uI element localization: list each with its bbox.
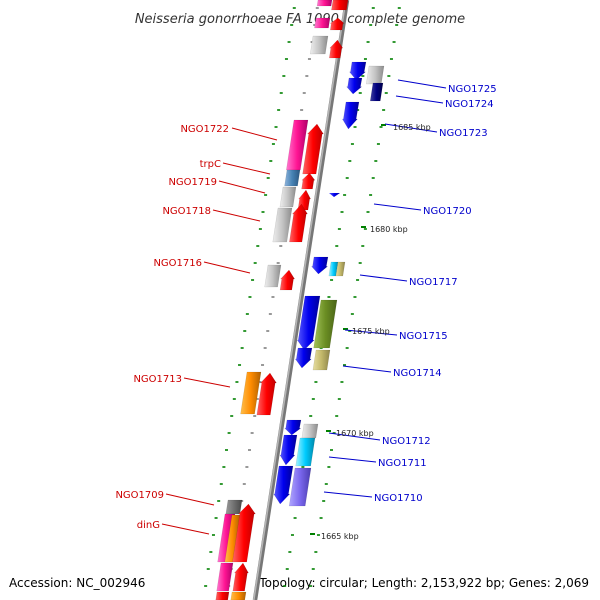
gene-box <box>272 207 293 243</box>
leader-line <box>231 127 278 141</box>
gene-arrow-forward <box>284 419 302 436</box>
gene-label-ngo1712[interactable]: NGO1712 <box>382 436 431 447</box>
gene-box <box>284 169 301 187</box>
gene-box <box>230 591 247 600</box>
gene-arrow-reverse <box>279 269 296 291</box>
tick-marks <box>204 7 401 587</box>
leader-line <box>222 162 271 175</box>
gene-arrow-reverse <box>232 503 256 563</box>
gene-box <box>309 35 329 55</box>
gene-label-trpc[interactable]: trpC <box>200 159 221 170</box>
gene-arrow-reverse <box>301 172 316 190</box>
leader-line <box>328 432 381 441</box>
gene-label-ngo1720[interactable]: NGO1720 <box>423 206 472 217</box>
gene-label-ding[interactable]: dinG <box>137 520 160 531</box>
gene-arrow-forward <box>273 465 294 505</box>
label-leader-lines <box>161 79 447 535</box>
gene-box <box>316 0 333 7</box>
kbp-label: 1685 kbp <box>393 123 431 132</box>
gene-arrow-forward <box>311 256 329 275</box>
gene-arrow-reverse <box>289 203 308 243</box>
gene-arrow-forward <box>279 434 298 466</box>
leader-line <box>183 377 231 388</box>
gene-arrow-forward <box>346 77 363 95</box>
gene-label-ngo1716[interactable]: NGO1716 <box>153 258 202 269</box>
leader-line <box>161 523 210 535</box>
gene-box <box>216 562 234 592</box>
gene-arrow-reverse <box>256 372 277 416</box>
leader-line <box>384 123 438 133</box>
gene-box <box>286 119 309 171</box>
gene-label-ngo1718[interactable]: NGO1718 <box>162 206 211 217</box>
gene-box <box>264 264 282 288</box>
gene-box <box>331 0 349 11</box>
gene-box <box>225 499 243 515</box>
gene-box <box>240 371 262 415</box>
gene-label-ngo1715[interactable]: NGO1715 <box>399 331 448 342</box>
gene-label-ngo1722[interactable]: NGO1722 <box>180 124 229 135</box>
gene-arrow-reverse <box>329 17 345 31</box>
kbp-label: 1670 kbp <box>336 429 374 438</box>
gene-box <box>314 17 331 29</box>
gene-label-ngo1713[interactable]: NGO1713 <box>133 374 182 385</box>
gene-arrow-forward <box>294 347 313 369</box>
leader-line <box>203 261 251 274</box>
gene-label-ngo1709[interactable]: NGO1709 <box>115 490 164 501</box>
kbp-label: 1675 kbp <box>352 327 390 336</box>
gene-features <box>215 0 385 600</box>
gene-label-ngo1724[interactable]: NGO1724 <box>445 99 494 110</box>
gene-arrow-forward <box>348 61 367 81</box>
gene-box <box>301 423 319 439</box>
gene-arrow-reverse <box>232 562 249 592</box>
gene-label-ngo1719[interactable]: NGO1719 <box>168 177 217 188</box>
gene-arrow-forward <box>296 295 321 351</box>
leader-line <box>328 456 377 463</box>
kbp-label: 1680 kbp <box>370 225 408 234</box>
leader-line <box>323 491 373 498</box>
gene-label-ngo1725[interactable]: NGO1725 <box>448 84 497 95</box>
leader-line <box>397 79 447 89</box>
gene-label-ngo1717[interactable]: NGO1717 <box>409 277 458 288</box>
gene-box <box>279 186 297 208</box>
leader-line <box>218 180 266 194</box>
kbp-label: 1665 kbp <box>321 532 359 541</box>
gene-box <box>313 299 338 349</box>
gene-box <box>288 467 312 507</box>
gene-box <box>365 65 385 85</box>
gene-box <box>295 437 316 467</box>
leader-line <box>373 203 422 211</box>
gene-box <box>312 349 331 371</box>
leader-line <box>359 274 408 282</box>
leader-line <box>342 365 392 373</box>
gene-box <box>335 261 346 277</box>
leader-line <box>344 329 398 336</box>
gene-box <box>369 82 384 102</box>
gene-label-ngo1711[interactable]: NGO1711 <box>378 458 427 469</box>
leader-line <box>165 493 215 506</box>
accession-label: Accession: NC_002946 <box>9 576 145 590</box>
backbone-track <box>252 0 350 600</box>
gene-label-ngo1723[interactable]: NGO1723 <box>439 128 488 139</box>
gene-marker <box>329 193 340 197</box>
gene-label-ngo1710[interactable]: NGO1710 <box>374 493 423 504</box>
gene-box <box>215 591 230 600</box>
gene-label-ngo1714[interactable]: NGO1714 <box>393 368 442 379</box>
gene-arrow-forward <box>341 101 360 130</box>
gene-arrow-reverse <box>328 39 344 59</box>
genome-summary: Topology: circular; Length: 2,153,922 bp… <box>258 576 589 590</box>
genome-title: Neisseria gonorrhoeae FA 1090, complete … <box>135 12 465 27</box>
leader-line <box>395 95 444 104</box>
leader-line <box>212 209 261 222</box>
